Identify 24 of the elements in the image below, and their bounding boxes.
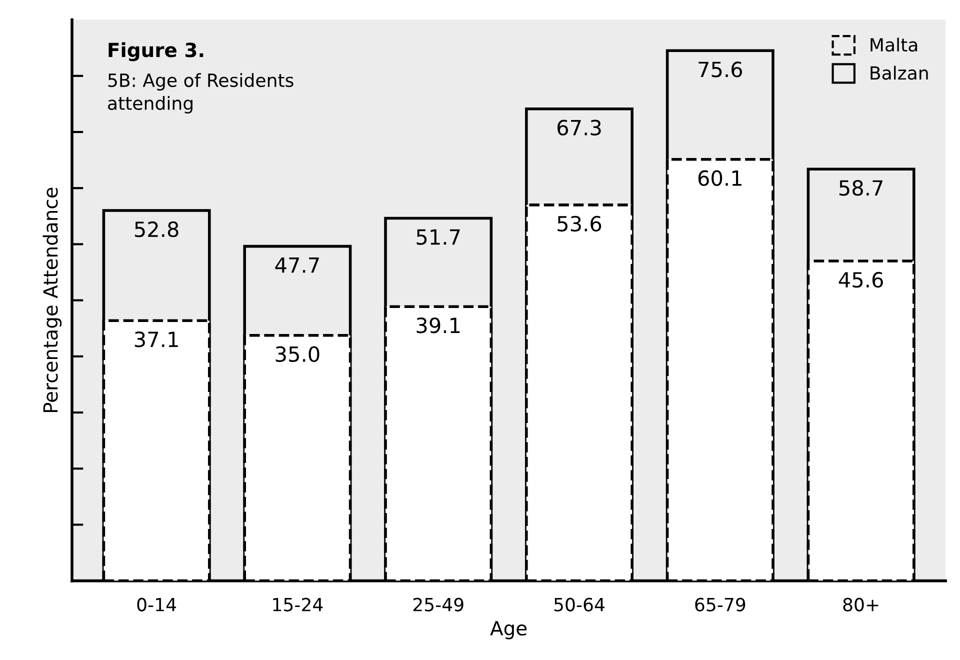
text: 5B: Age of Residents attending <box>108 73 294 114</box>
x-tick-label: 50-64 <box>554 598 604 612</box>
data-label: 45.6 <box>838 272 883 288</box>
x-tick-label: 25-49 <box>413 598 464 612</box>
data-label: 75.6 <box>698 62 742 78</box>
data-label: 67.3 <box>558 120 601 136</box>
data-label: 51.7 <box>416 229 460 245</box>
data-label: 52.8 <box>134 221 178 238</box>
y-axis-title: Percentage Attendance <box>42 188 62 412</box>
legend-label: Malta <box>870 38 918 52</box>
data-label: 35.0 <box>276 346 320 362</box>
text: Figure 3. <box>108 42 204 62</box>
data-label: 60.1 <box>698 170 742 186</box>
data-label: 39.1 <box>416 318 460 334</box>
data-label: 53.6 <box>558 216 602 232</box>
data-label: 47.7 <box>275 257 319 273</box>
x-axis-title: Age <box>490 621 527 640</box>
data-label: 58.7 <box>839 180 882 196</box>
x-tick-label: 80+ <box>843 598 878 612</box>
x-tick-label: 65-79 <box>695 598 746 612</box>
data-label: 37.1 <box>134 332 178 348</box>
legend-label: Balzan <box>870 66 928 80</box>
x-tick-label: 15-24 <box>273 598 323 612</box>
x-tick-label: 0-14 <box>137 598 176 612</box>
